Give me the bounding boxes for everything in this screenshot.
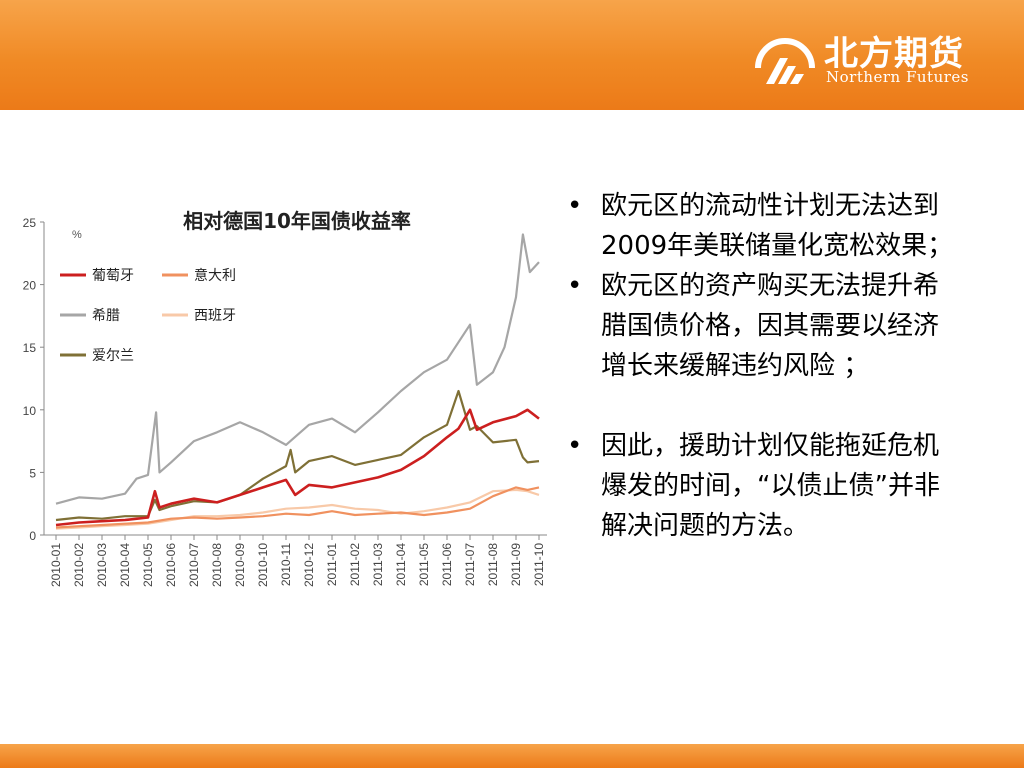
- x-tick-label: 2011-06: [440, 543, 454, 586]
- legend-label: 意大利: [194, 267, 236, 284]
- northern-futures-logo-icon: [755, 38, 815, 84]
- x-tick-label: 2011-01: [325, 543, 339, 586]
- legend-label: 爱尔兰: [92, 348, 134, 364]
- bullet-dot-icon: •: [567, 431, 583, 461]
- x-tick-label: 2011-09: [509, 543, 523, 586]
- x-tick-label: 2010-11: [279, 543, 293, 586]
- x-tick-label: 2011-08: [486, 543, 500, 586]
- bullet-dot-icon: •: [567, 271, 583, 301]
- x-tick-label: 2010-10: [256, 543, 270, 587]
- x-tick-label: 2010-01: [49, 543, 63, 587]
- brand-name-cn: 北方期货: [824, 34, 964, 74]
- legend-label: 葡萄牙: [92, 268, 134, 284]
- legend-label: 希腊: [92, 308, 120, 324]
- x-tick-label: 2011-04: [394, 543, 408, 586]
- yield-spread-chart: 0 5 10 15 20 25% 相对德国10年国债收益率 2010-01 2010-02 201…: [12, 180, 552, 650]
- series-line-1: [55, 486, 540, 529]
- y-tick-label: 15: [23, 341, 37, 355]
- y-tick-label: 5: [29, 466, 36, 480]
- x-tick-label: 2010-03: [95, 543, 109, 587]
- series-line-0: [55, 408, 540, 527]
- brand-logo: 北方期货 Northern Futures: [754, 26, 994, 90]
- series-line-2: [55, 233, 540, 505]
- bullet-list: • 欧元区的流动性计划无法达到2009年美联储量化宽松效果； • 欧元区的资产购买无…: [565, 186, 955, 546]
- y-tick-label: 25: [23, 216, 37, 230]
- x-tick-label: 2010-04: [118, 543, 132, 587]
- x-tick-label: 2011-07: [463, 543, 477, 586]
- bullet-dot-icon: •: [567, 191, 583, 221]
- series-line-4: [55, 389, 540, 522]
- bullet-text: 因此，援助计划仅能拖延危机爆发的时间，“以债止债”并非解决问题的方法。: [601, 431, 940, 541]
- bullet-text: 欧元区的资产购买无法提升希腊国债价格，因其需要以经济增长来缓解违约风险 ；: [601, 271, 940, 381]
- x-tick-label: 2010-12: [302, 543, 316, 587]
- y-tick-label: 0: [29, 529, 36, 543]
- footer-bar: [0, 744, 1024, 768]
- x-tick-label: 2011-02: [348, 543, 362, 586]
- y-tick-label: 10: [23, 404, 37, 418]
- brand-name-en: Northern Futures: [826, 68, 969, 86]
- bullet-item: • 欧元区的资产购买无法提升希腊国债价格，因其需要以经济增长来缓解违约风险 ；: [565, 266, 955, 386]
- x-tick-label: 2010-06: [164, 543, 178, 587]
- x-tick-label: 2011-03: [371, 543, 385, 586]
- x-tick-label: 2010-02: [72, 543, 86, 587]
- x-tick-label: 2010-09: [233, 543, 247, 587]
- bullet-item: • 因此，援助计划仅能拖延危机爆发的时间，“以债止债”并非解决问题的方法。: [565, 426, 955, 546]
- legend-label: 西班牙: [194, 308, 236, 324]
- chart-title: 相对德国10年国债收益率: [183, 209, 411, 233]
- y-tick-label: 20: [23, 279, 37, 293]
- chart-canvas: 0 5 10 15 20 25% 相对德国10年国债收益率 2010-01 2010-02 201…: [23, 209, 547, 587]
- x-tick-label: 2011-10: [532, 543, 546, 586]
- x-tick-label: 2011-05: [417, 543, 431, 586]
- x-tick-label: 2010-08: [210, 543, 224, 587]
- header-bar: 北方期货 Northern Futures: [0, 0, 1024, 110]
- x-tick-label: 2010-07: [187, 543, 201, 587]
- bullet-text: 欧元区的流动性计划无法达到2009年美联储量化宽松效果；: [601, 191, 954, 261]
- y-unit-label: %: [72, 229, 82, 241]
- x-tick-label: 2010-05: [141, 543, 155, 587]
- bullet-item: • 欧元区的流动性计划无法达到2009年美联储量化宽松效果；: [565, 186, 955, 266]
- series-line-3: [55, 488, 540, 530]
